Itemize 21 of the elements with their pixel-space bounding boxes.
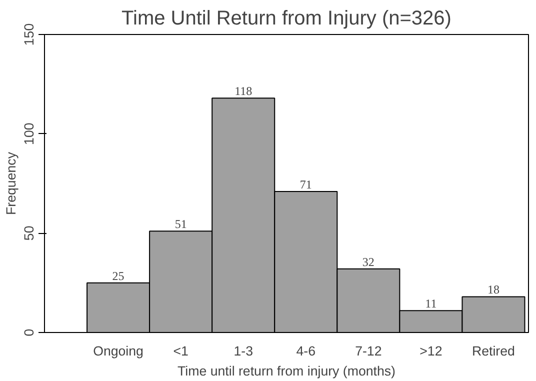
x-tick-label: >12 <box>420 344 442 358</box>
x-tick-label: <1 <box>173 344 188 358</box>
y-tick-label: 150 <box>22 23 36 46</box>
data-label: 51 <box>174 217 187 232</box>
y-tick-label: 50 <box>22 226 36 241</box>
data-label: 32 <box>362 254 374 269</box>
data-label: 25 <box>112 268 124 283</box>
x-tick-label: Retired <box>472 344 515 358</box>
data-label: 11 <box>425 296 437 311</box>
data-label: 118 <box>234 84 252 98</box>
x-tick-label: 1-3 <box>234 344 253 358</box>
chart-title: Time Until Return from Injury (n=326) <box>122 8 452 30</box>
y-axis-title: Frequency <box>4 152 18 215</box>
data-label: 18 <box>487 282 500 297</box>
x-axis-title: Time until return from injury (months) <box>178 364 396 378</box>
y-tick-label: 100 <box>22 122 36 145</box>
y-tick-label: 0 <box>22 328 36 336</box>
x-tick-label: Ongoing <box>93 344 144 358</box>
data-label: 71 <box>300 177 312 192</box>
x-tick-label: 7-12 <box>355 344 382 358</box>
x-tick-label: 4-6 <box>296 344 316 358</box>
